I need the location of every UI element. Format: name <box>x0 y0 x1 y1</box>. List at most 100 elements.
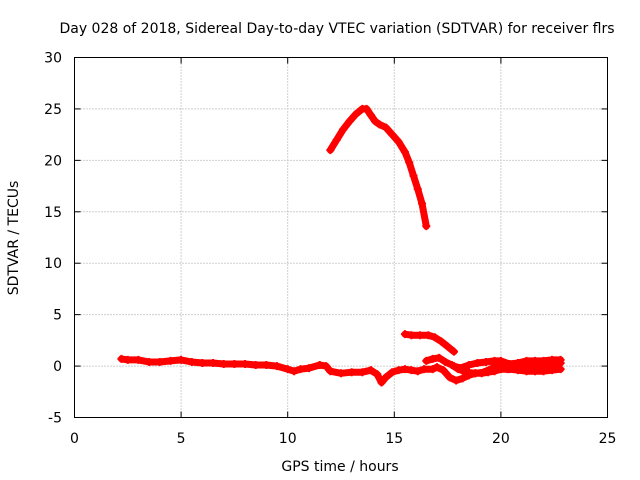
data-point <box>458 374 467 383</box>
x-tick-label: 5 <box>177 431 186 447</box>
y-tick-label: 15 <box>44 205 62 221</box>
data-point <box>473 358 482 367</box>
data-point <box>415 331 424 340</box>
data-point <box>409 171 418 180</box>
data-point <box>209 358 218 367</box>
data-point <box>326 367 335 376</box>
data-point <box>241 360 250 369</box>
data-point <box>339 125 348 134</box>
y-tick-label: 25 <box>44 102 62 118</box>
data-point <box>531 356 540 365</box>
data-point <box>381 123 390 132</box>
data-point <box>488 364 497 373</box>
x-tick-label: 25 <box>599 431 617 447</box>
data-point <box>305 364 314 373</box>
data-point <box>418 199 427 208</box>
data-point <box>531 367 540 376</box>
data-point <box>464 361 473 370</box>
data-point <box>432 363 441 372</box>
data-point <box>371 117 380 126</box>
data-point <box>496 356 505 365</box>
data-point <box>443 342 452 351</box>
x-tick-label: 15 <box>385 431 403 447</box>
data-point <box>513 366 522 375</box>
data-point <box>428 354 437 363</box>
data-point <box>449 347 458 356</box>
data-point <box>437 337 446 346</box>
data-point <box>375 120 384 129</box>
data-point <box>400 365 409 374</box>
data-point <box>548 355 557 364</box>
y-tick-label: 30 <box>44 51 62 67</box>
data-point <box>381 373 390 382</box>
data-point <box>283 365 292 374</box>
data-point <box>456 364 465 373</box>
data-point <box>134 355 143 364</box>
data-point <box>326 146 335 155</box>
data-point <box>347 368 356 377</box>
y-tick-label: 10 <box>44 256 62 272</box>
data-point <box>155 357 164 366</box>
data-point <box>413 185 422 194</box>
data-point <box>548 366 557 375</box>
data-point <box>449 362 458 371</box>
data-point <box>388 368 397 377</box>
data-point <box>556 365 565 374</box>
data-point <box>428 365 437 374</box>
chart-title: Day 028 of 2018, Sidereal Day-to-day VTE… <box>59 21 614 37</box>
data-point <box>430 333 439 342</box>
data-point <box>522 356 531 365</box>
data-point <box>441 357 450 366</box>
data-point <box>505 360 514 369</box>
data-point <box>522 367 531 376</box>
y-tick-label: 20 <box>44 153 62 169</box>
y-tick-label: 0 <box>53 359 62 375</box>
data-point <box>400 148 409 157</box>
data-point <box>358 368 367 377</box>
y-tick-label: 5 <box>53 308 62 324</box>
data-point <box>145 357 154 366</box>
data-point <box>420 365 429 374</box>
data-point <box>177 355 186 364</box>
data-point <box>424 331 433 340</box>
data-point <box>435 353 444 362</box>
data-point <box>388 130 397 139</box>
data-point <box>471 369 480 378</box>
data-point <box>407 331 416 340</box>
data-point <box>296 365 305 374</box>
axis-ticks: 0 5 10 15 20 25 -5 0 5 10 15 20 25 30 <box>44 51 616 448</box>
data-point <box>539 367 548 376</box>
data-layer <box>117 104 565 387</box>
data-point <box>513 358 522 367</box>
x-axis-label: GPS time / hours <box>281 459 398 475</box>
data-point <box>219 360 228 369</box>
data-point <box>337 369 345 378</box>
data-point <box>198 358 207 367</box>
data-point <box>322 362 331 371</box>
x-tick-label: 20 <box>492 431 510 447</box>
data-point <box>315 361 324 370</box>
data-series <box>400 330 458 356</box>
data-point <box>462 368 471 377</box>
data-point <box>422 356 431 365</box>
data-series <box>326 104 431 231</box>
data-point <box>262 361 271 370</box>
data-point <box>366 366 375 375</box>
data-point <box>273 362 282 371</box>
data-point <box>445 373 454 382</box>
data-point <box>123 355 132 364</box>
data-point <box>332 135 341 144</box>
data-point <box>452 376 461 385</box>
data-point <box>373 370 382 379</box>
data-point <box>394 137 403 146</box>
data-point <box>351 110 360 119</box>
data-point <box>405 158 414 167</box>
data-series <box>449 355 565 373</box>
data-point <box>422 222 431 231</box>
data-point <box>539 356 548 365</box>
data-point <box>377 378 386 387</box>
data-point <box>362 104 371 113</box>
data-point <box>290 367 299 376</box>
data-point <box>479 368 488 377</box>
